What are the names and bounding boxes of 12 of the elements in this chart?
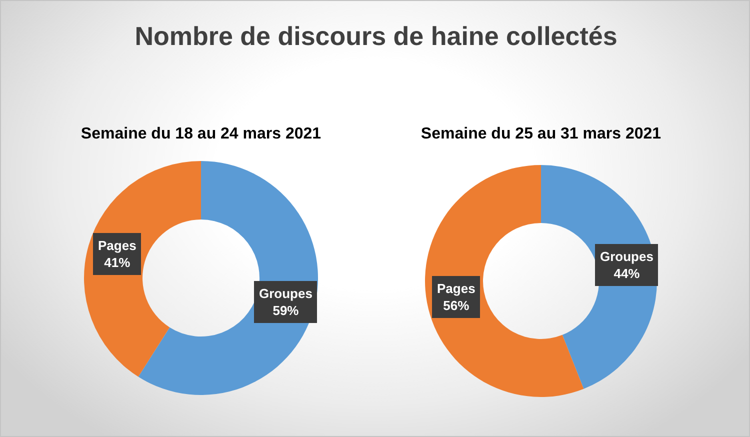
data-label: 56%	[443, 298, 470, 313]
slice-label: Groupes	[600, 249, 654, 264]
chart-subtitle: Semaine du 25 au 31 mars 2021	[420, 126, 662, 143]
data-label: 59%	[272, 302, 300, 318]
donut-slice	[425, 165, 584, 397]
data-label: 41%	[104, 254, 131, 270]
slice-label: Pages	[98, 238, 136, 253]
text: Nombre de discours de haine collectés	[134, 20, 618, 53]
slice-label: Groupes	[259, 286, 312, 301]
chart-subtitle: Semaine du 18 au 24 mars 2021	[80, 126, 322, 143]
data-label: 44%	[614, 266, 640, 281]
slice-label: Pages	[437, 281, 476, 296]
